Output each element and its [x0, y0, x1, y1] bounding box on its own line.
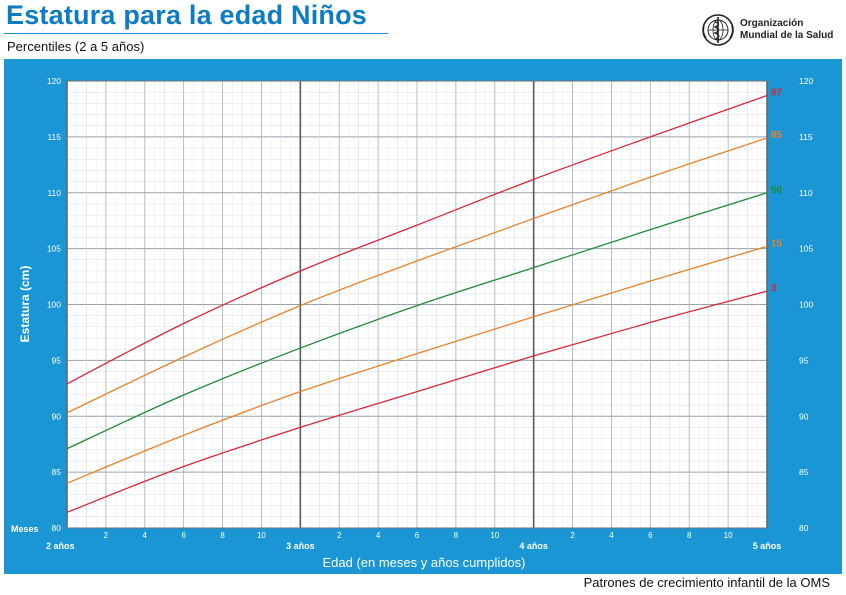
y-tick-label-left: 110 [47, 188, 61, 198]
chart-labels: 97 85 50 15 3 80 80 85 85 90 90 95 95 100 100 105 105 110… [11, 76, 813, 551]
percentile-line-97 [66, 94, 768, 385]
months-axis-label: Meses [11, 524, 39, 534]
percentile-label-85: 85 [771, 130, 783, 141]
y-tick-label-right: 85 [799, 467, 809, 477]
y-tick-label-left: 80 [52, 523, 62, 533]
x-month-tick-label: 10 [257, 531, 266, 540]
x-month-tick-label: 2 [570, 531, 575, 540]
y-tick-label-right: 110 [799, 188, 813, 198]
x-month-tick-label: 6 [181, 531, 186, 540]
x-month-tick-label: 2 [337, 531, 342, 540]
x-month-tick-label: 8 [454, 531, 459, 540]
page-title: Estatura para la edad Niños [6, 0, 368, 30]
y-tick-label-right: 90 [799, 411, 809, 421]
x-month-tick-label: 4 [609, 531, 614, 540]
percentile-line-3 [66, 290, 768, 513]
plot-frame [66, 80, 768, 529]
x-month-tick-label: 4 [143, 531, 148, 540]
chart-grid [66, 80, 768, 529]
y-tick-label-left: 85 [52, 467, 62, 477]
y-tick-label-right: 100 [799, 300, 813, 310]
y-tick-label-right: 105 [799, 244, 813, 254]
y-tick-label-right: 80 [799, 523, 809, 533]
percentile-label-15: 15 [771, 238, 783, 249]
y-tick-label-left: 95 [52, 355, 62, 365]
y-tick-label-left: 115 [47, 132, 61, 142]
percentile-label-50: 50 [771, 185, 783, 196]
who-emblem-icon [702, 14, 734, 46]
x-month-tick-label: 4 [376, 531, 381, 540]
x-year-tick-label: 3 años [286, 541, 315, 551]
y-tick-label-right: 120 [799, 76, 813, 86]
x-month-tick-label: 2 [104, 531, 109, 540]
x-month-tick-label: 10 [724, 531, 733, 540]
x-month-tick-label: 6 [415, 531, 420, 540]
percentile-lines [66, 94, 768, 513]
x-month-tick-label: 6 [648, 531, 653, 540]
y-tick-label-right: 115 [799, 132, 813, 142]
org-logo: Organización Mundial de la Salud [700, 12, 840, 48]
x-month-tick-label: 8 [220, 531, 225, 540]
height-for-age-chart: 97 85 50 15 3 80 80 85 85 90 90 95 95 100 100 105 105 110… [4, 59, 842, 574]
percentile-label-3: 3 [771, 283, 777, 294]
y-tick-label-left: 105 [47, 244, 61, 254]
title-underline [4, 33, 388, 34]
percentile-line-85 [66, 137, 768, 414]
y-axis-label: Estatura (cm) [18, 266, 32, 343]
x-year-tick-label: 2 años [46, 541, 75, 551]
org-name-line1: Organización [740, 18, 804, 29]
y-tick-label-left: 120 [47, 76, 61, 86]
y-tick-label-right: 95 [799, 355, 809, 365]
y-tick-label-left: 90 [52, 411, 62, 421]
chart-source-footer: Patrones de crecimiento infantil de la O… [583, 575, 830, 590]
percentile-label-97: 97 [771, 88, 783, 99]
x-month-tick-label: 10 [490, 531, 499, 540]
x-year-tick-label: 4 años [519, 541, 548, 551]
percentile-line-50 [66, 192, 768, 450]
org-name-line2: Mundial de la Salud [740, 30, 834, 41]
x-axis-label: Edad (en meses y años cumplidos) [322, 555, 525, 570]
y-tick-label-left: 100 [47, 300, 61, 310]
percentile-line-15 [66, 245, 768, 484]
x-year-tick-label: 5 años [753, 541, 782, 551]
x-month-tick-label: 8 [687, 531, 692, 540]
page-subtitle: Percentiles (2 a 5 años) [7, 39, 145, 54]
